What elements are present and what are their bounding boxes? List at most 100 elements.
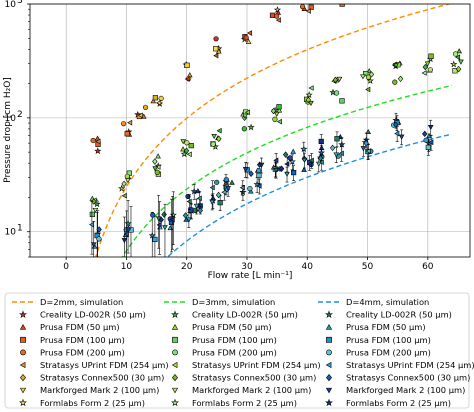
data-point (424, 61, 431, 67)
y-tick-exponent: 2 (17, 110, 23, 120)
data-point (423, 137, 429, 143)
data-point (308, 85, 314, 91)
data-point (273, 111, 280, 117)
data-point (363, 70, 369, 77)
data-point (169, 216, 175, 223)
data-point (256, 172, 262, 179)
data-point (245, 38, 252, 44)
data-point (365, 74, 372, 80)
legend-label: Prusa FDM (50 μm) (40, 322, 120, 332)
data-point (247, 123, 255, 131)
data-point (329, 144, 336, 152)
data-point (287, 155, 293, 161)
data-point (308, 161, 314, 168)
data-point (192, 207, 199, 213)
data-point (394, 130, 400, 137)
data-point (392, 79, 398, 85)
data-point (193, 203, 200, 209)
data-point (422, 130, 428, 138)
y-tick-label: 10 (5, 114, 17, 124)
data-point (213, 36, 219, 42)
data-point (171, 323, 179, 330)
legend-label: Prusa FDM (50 μm) (192, 322, 272, 332)
data-point (91, 198, 97, 205)
data-point (94, 147, 102, 155)
data-points (88, 4, 464, 257)
data-point (124, 219, 132, 227)
data-point (195, 188, 201, 194)
data-point (124, 131, 130, 137)
data-point (333, 90, 340, 96)
data-point (318, 159, 324, 165)
data-point (209, 184, 215, 191)
x-tick-label: 40 (302, 262, 314, 272)
data-point (326, 349, 332, 356)
data-point (96, 236, 102, 242)
legend-label: Creality LD-002R (50 μm) (346, 310, 452, 320)
data-point (172, 336, 178, 343)
legend-label: Markforged Mark 2 (100 μm) (346, 385, 465, 395)
data-point (184, 62, 190, 68)
x-tick-label: 0 (63, 262, 69, 272)
data-point (209, 199, 215, 205)
data-point (90, 242, 97, 248)
data-point (142, 104, 149, 110)
data-point (332, 76, 339, 84)
data-point (188, 143, 194, 149)
data-point (121, 180, 127, 188)
data-point (214, 179, 220, 185)
data-point (225, 186, 231, 192)
data-point (427, 125, 434, 131)
y-tick-label: 10 (5, 228, 17, 238)
data-point (256, 167, 262, 174)
data-point (428, 139, 434, 146)
data-point (318, 145, 325, 151)
data-point (333, 152, 340, 158)
data-point (243, 35, 249, 41)
data-point (360, 74, 366, 80)
legend: D=2mm, simulation Creality LD-002R (50 μm… (4, 292, 474, 409)
data-point (273, 157, 279, 164)
data-point (184, 140, 190, 146)
data-point (305, 96, 312, 104)
data-point (291, 169, 297, 176)
x-tick-label: 30 (241, 262, 253, 272)
data-point (152, 95, 158, 101)
legend-label: Prusa FDM (200 μm) (346, 347, 431, 357)
data-point (455, 54, 461, 61)
data-point (19, 387, 27, 394)
legend-label: Prusa FDM (200 μm) (192, 347, 277, 357)
legend-label: D=3mm, simulation (192, 297, 275, 307)
data-point (171, 387, 179, 394)
legend-label: Stratasys Connex500 (30 μm) (346, 373, 470, 383)
y-tick-exponent: 3 (17, 0, 23, 6)
data-point (171, 398, 179, 407)
legend-label: Markforged Mark 2 (100 μm) (192, 385, 311, 395)
data-point (318, 138, 324, 145)
data-point (19, 361, 26, 369)
data-point (305, 91, 313, 98)
data-point (450, 60, 458, 68)
data-point (325, 323, 333, 330)
data-point (196, 195, 202, 202)
legend-label: Stratasys UPrint FDM (254 μm) (346, 360, 474, 370)
data-point (217, 200, 223, 206)
data-point (282, 151, 289, 158)
data-point (336, 76, 343, 82)
data-point (155, 164, 161, 170)
data-point (247, 186, 253, 192)
legend-label: Formlabs Form 2 (25 μm) (346, 398, 451, 408)
data-point (301, 166, 307, 172)
data-point (276, 118, 282, 125)
data-point (273, 167, 279, 174)
data-point (365, 148, 371, 154)
data-point (150, 212, 156, 218)
data-point (19, 310, 27, 318)
data-point (180, 139, 187, 145)
legend-label: Prusa FDM (50 μm) (346, 322, 426, 332)
data-point (158, 95, 164, 102)
data-point (452, 51, 459, 57)
data-point (422, 63, 429, 71)
